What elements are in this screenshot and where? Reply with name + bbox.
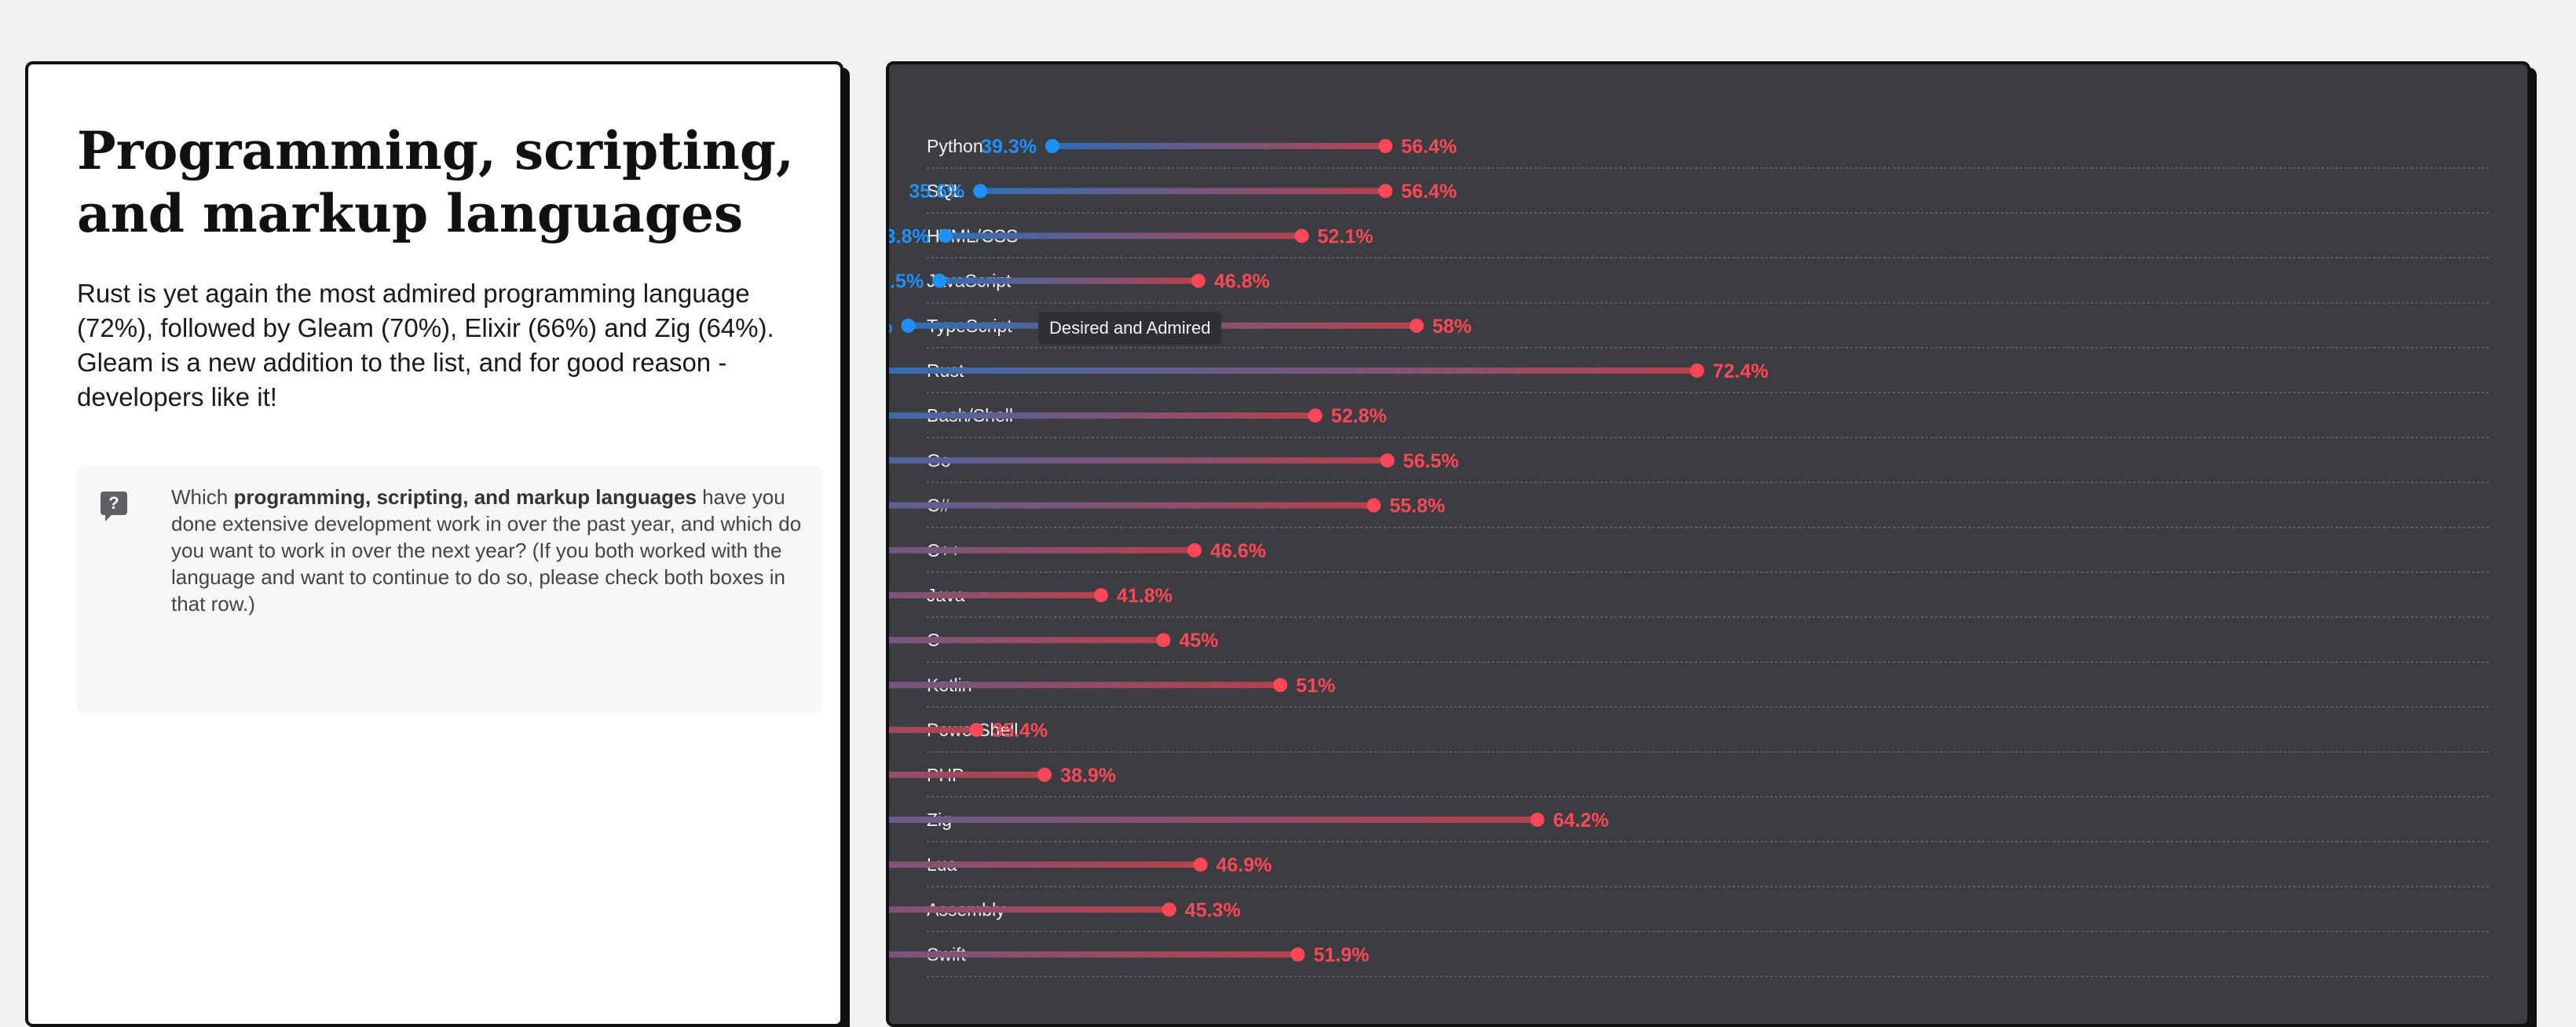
chart-row: Java15.8%41.8% — [889, 585, 2491, 618]
admired-point[interactable] — [1094, 588, 1108, 602]
admired-point[interactable] — [1294, 228, 1309, 243]
chart-row: Bash/Shell27.4%52.8% — [889, 405, 2491, 438]
chart-row: JavaScript33.5%46.8% — [889, 271, 2491, 304]
admired-point[interactable] — [1380, 453, 1395, 468]
chart-row: HTML/CSS33.8%52.1% — [889, 225, 2491, 259]
admired-value-label: 55.8% — [1389, 495, 1445, 517]
chart-row: Lua7.6%46.9% — [889, 854, 2491, 887]
admired-value-label: 35.4% — [992, 720, 1048, 742]
connector-bar — [889, 817, 1538, 823]
admired-value-label: 64.2% — [1553, 810, 1609, 831]
admired-value-label: 58% — [1433, 316, 1472, 338]
connector-bar — [980, 188, 1386, 195]
chart-row: PowerShell9.6%35.4% — [889, 720, 2491, 753]
desired-value-label: 33.8% — [889, 225, 930, 247]
connector-bar — [889, 637, 1164, 644]
desired-point[interactable] — [938, 228, 953, 243]
chart-row: Kotlin12%51% — [889, 674, 2491, 708]
page-title: Programming, scripting, and markup langu… — [77, 120, 794, 244]
admired-point[interactable] — [1530, 813, 1545, 827]
connector-bar — [889, 861, 1201, 868]
question-topic: programming, scripting, and markup langu… — [233, 485, 697, 509]
admired-point[interactable] — [1037, 767, 1052, 782]
admired-value-label: 38.9% — [1060, 765, 1116, 787]
admired-value-label: 56.5% — [1403, 450, 1459, 472]
connector-bar — [945, 232, 1302, 239]
admired-point[interactable] — [1162, 902, 1176, 917]
admired-value-label: 46.8% — [1214, 271, 1270, 293]
question-icon: ? — [101, 492, 127, 521]
chart-row: Rust29.2%72.4% — [889, 360, 2491, 393]
connector-bar — [889, 546, 1195, 554]
chart-row: C++16.7%46.6% — [889, 540, 2491, 573]
dumbbell-chart: Python39.3%56.4%SQL35.6%56.4%HTML/CSS33.… — [889, 136, 2491, 978]
admired-point[interactable] — [969, 722, 984, 737]
question-prefix: Which — [171, 485, 234, 509]
admired-point[interactable] — [1191, 273, 1206, 288]
desired-value-label: 33.5% — [889, 271, 924, 293]
admired-point[interactable] — [1689, 364, 1704, 378]
chart-row: Swift6.5%51.9% — [889, 945, 2491, 978]
chart-tooltip: Desired and Admired — [1038, 312, 1222, 345]
admired-point[interactable] — [1290, 947, 1305, 962]
connector-bar — [889, 367, 1697, 374]
chart-row: Go23.4%56.5% — [889, 450, 2491, 484]
admired-point[interactable] — [1308, 408, 1323, 423]
admired-value-label: 41.8% — [1117, 585, 1173, 607]
connector-bar — [889, 502, 1374, 509]
chart-card: Python39.3%56.4%SQL35.6%56.4%HTML/CSS33.… — [886, 61, 2530, 1027]
admired-value-label: 72.4% — [1713, 360, 1769, 382]
connector-bar — [1052, 143, 1386, 149]
connector-bar — [889, 682, 1281, 689]
intro-paragraph: Rust is yet again the most admired progr… — [77, 279, 774, 411]
desired-point[interactable] — [901, 318, 916, 333]
question-box: ? Which programming, scripting, and mark… — [77, 465, 823, 713]
admired-value-label: 52.8% — [1331, 405, 1387, 427]
admired-value-label: 46.9% — [1216, 854, 1272, 876]
desired-value-label: 39.3% — [981, 136, 1037, 158]
admired-point[interactable] — [1378, 139, 1393, 153]
admired-value-label: 56.4% — [1401, 181, 1457, 203]
chart-row: C14.5%45% — [889, 630, 2491, 663]
desired-value-label: 35.6% — [909, 181, 964, 203]
admired-value-label: 51.9% — [1313, 945, 1369, 967]
chart-row: PHP9.2%38.9% — [889, 765, 2491, 798]
connector-bar — [889, 726, 977, 733]
question-suffix: have you done extensive development work… — [171, 485, 802, 616]
admired-point[interactable] — [1367, 498, 1381, 513]
info-card: Programming, scripting, and markup langu… — [25, 61, 843, 1027]
admired-point[interactable] — [1193, 857, 1208, 872]
admired-value-label: 56.4% — [1401, 136, 1457, 158]
admired-value-label: 45.3% — [1185, 899, 1241, 921]
admired-point[interactable] — [1187, 543, 1202, 557]
desired-value-label: 31.9% — [889, 316, 892, 338]
connector-bar — [889, 951, 1298, 958]
question-text: Which programming, scripting, and markup… — [171, 484, 807, 617]
admired-point[interactable] — [1156, 633, 1171, 648]
connector-bar — [939, 277, 1198, 284]
connector-bar — [889, 592, 1101, 598]
connector-bar — [889, 771, 1045, 778]
admired-value-label: 46.6% — [1210, 540, 1266, 562]
desired-point[interactable] — [973, 184, 988, 199]
connector-bar — [889, 906, 1169, 913]
category-label: SQL — [927, 181, 963, 201]
desired-point[interactable] — [1045, 139, 1059, 153]
desired-point[interactable] — [932, 273, 947, 288]
admired-value-label: 45% — [1179, 630, 1218, 652]
admired-value-label: 51% — [1296, 674, 1335, 696]
connector-bar — [889, 412, 1315, 419]
connector-bar — [889, 457, 1388, 464]
chart-row: Zig7.7%64.2% — [889, 810, 2491, 842]
category-label: Python — [927, 136, 983, 156]
admired-point[interactable] — [1409, 318, 1424, 333]
admired-point[interactable] — [1378, 184, 1393, 199]
admired-value-label: 52.1% — [1317, 225, 1373, 247]
chart-row: C#19.4%55.8% — [889, 495, 2491, 528]
chart-row: Assembly6.9%45.3% — [889, 899, 2491, 933]
admired-point[interactable] — [1273, 678, 1288, 693]
